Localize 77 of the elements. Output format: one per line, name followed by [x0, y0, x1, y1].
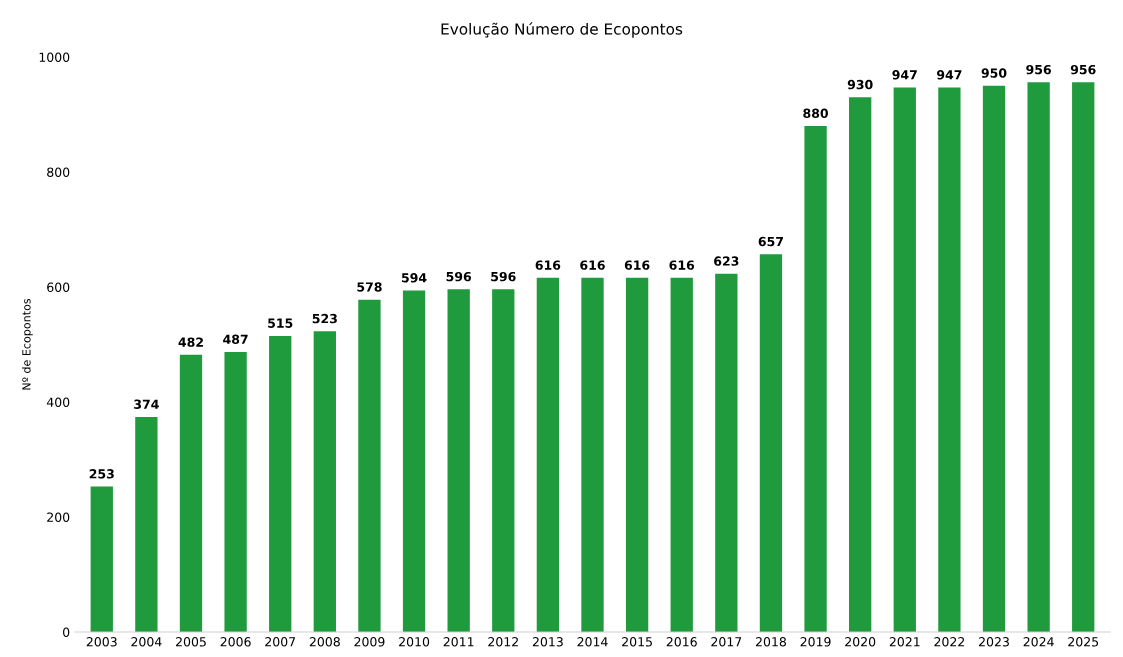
- data-label: 947: [892, 70, 917, 80]
- x-tick-label: 2015: [622, 637, 652, 647]
- x-tick-label: 2016: [666, 637, 697, 647]
- y-tick-label: 800: [47, 167, 70, 177]
- data-label: 616: [624, 260, 650, 270]
- data-label: 956: [1026, 64, 1051, 75]
- x-tick-label: 2022: [934, 637, 965, 647]
- x-tick-label: 2024: [1023, 637, 1054, 647]
- bar: [90, 486, 113, 632]
- x-tick-label: 2017: [711, 637, 742, 647]
- y-tick-label: 600: [47, 282, 70, 292]
- data-label: 487: [223, 334, 248, 344]
- data-label: 594: [401, 273, 427, 283]
- x-tick-label: 2011: [443, 637, 474, 647]
- x-tick-label: 2012: [488, 637, 518, 647]
- bar: [670, 277, 693, 632]
- bar: [224, 351, 247, 632]
- data-label: 950: [981, 68, 1007, 78]
- x-tick-label: 2005: [176, 637, 206, 647]
- bar: [447, 289, 470, 632]
- data-label: 596: [491, 271, 516, 282]
- bar: [849, 97, 872, 632]
- data-label: 956: [1070, 64, 1096, 75]
- x-tick-label: 2003: [86, 637, 117, 647]
- bar: [982, 85, 1006, 632]
- chart-title: Evolução Número de Ecopontos: [441, 22, 683, 38]
- x-tick-label: 2009: [354, 637, 385, 647]
- data-label: 616: [580, 260, 605, 270]
- bar: [492, 289, 515, 632]
- bar: [804, 126, 827, 632]
- bar: [179, 354, 203, 632]
- x-tick-label: 2023: [979, 637, 1009, 647]
- y-tick-label: 0: [63, 627, 70, 637]
- data-label: 253: [89, 469, 114, 479]
- x-tick-label: 2014: [577, 637, 608, 647]
- y-axis-title: Nº de Ecopontos: [22, 298, 33, 390]
- x-tick-label: 2008: [309, 637, 340, 647]
- bar: [269, 335, 292, 632]
- data-label: 374: [134, 399, 159, 409]
- data-label: 657: [758, 236, 783, 247]
- data-label: 930: [847, 79, 873, 90]
- x-tick-label: 2004: [131, 637, 162, 647]
- bar: [715, 273, 738, 632]
- bar: [938, 87, 961, 632]
- data-label: 947: [937, 70, 962, 80]
- data-label: 623: [714, 256, 739, 266]
- x-tick-label: 2007: [265, 637, 296, 647]
- y-tick-label: 200: [47, 512, 70, 522]
- bar: [759, 254, 783, 632]
- bar: [536, 277, 560, 632]
- x-tick-label: 2010: [399, 637, 430, 647]
- bar: [893, 87, 916, 632]
- data-label: 523: [312, 313, 337, 324]
- data-label: 482: [178, 337, 203, 347]
- x-tick-label: 2006: [220, 637, 251, 647]
- data-label: 616: [669, 260, 695, 270]
- bar: [358, 299, 381, 632]
- bar: [135, 416, 158, 632]
- data-label: 616: [535, 260, 561, 270]
- data-label: 596: [446, 271, 472, 282]
- x-tick-label: 2020: [845, 637, 876, 647]
- bar: [581, 277, 604, 632]
- x-tick-label: 2021: [889, 637, 920, 647]
- y-tick-label: 1000: [39, 52, 70, 62]
- y-tick-label: 400: [46, 397, 70, 407]
- x-tick-label: 2019: [800, 637, 831, 647]
- bar: [625, 277, 649, 632]
- x-tick-label: 2018: [755, 637, 786, 647]
- bar: [313, 331, 336, 632]
- bar: [1027, 82, 1050, 632]
- x-tick-label: 2013: [532, 637, 563, 647]
- x-tick-label: 2025: [1068, 637, 1099, 647]
- bar: [402, 290, 426, 632]
- data-label: 578: [357, 282, 382, 292]
- data-label: 515: [268, 318, 293, 328]
- bar: [1072, 82, 1095, 632]
- data-label: 880: [803, 108, 829, 119]
